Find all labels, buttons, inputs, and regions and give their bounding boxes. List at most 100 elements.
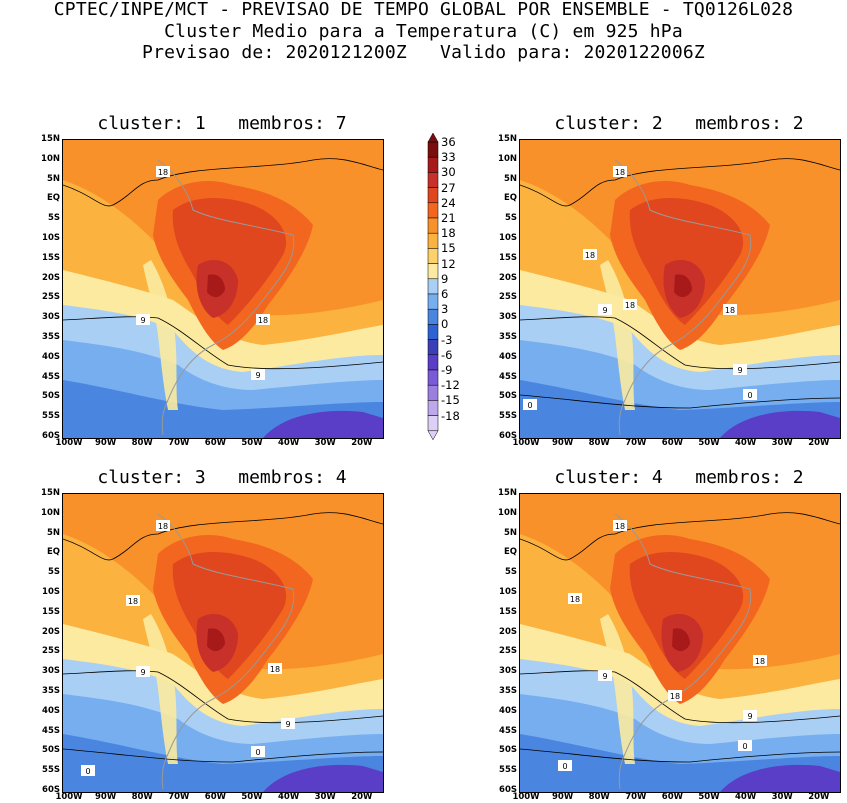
- lat-tick-label: EQ: [503, 547, 517, 558]
- colorbar-swatch: [427, 308, 439, 325]
- lon-tick-label: 80W: [131, 792, 153, 802]
- chart-subtitle: Cluster Medio para a Temperatura (C) em …: [164, 21, 683, 42]
- contour-label: 9: [737, 366, 742, 375]
- contour-label: 18: [158, 522, 168, 531]
- lat-tick-label: 15N: [41, 488, 60, 498]
- lon-tick-label: 70W: [625, 792, 647, 802]
- contour-label: 9: [140, 316, 145, 325]
- lon-tick-label: 60W: [204, 792, 226, 802]
- lat-tick-label: 5S: [504, 567, 517, 578]
- colorbar-swatch: [427, 217, 439, 234]
- forecast-dates: Previsao de: 2020121200Z Valido para: 20…: [142, 42, 705, 63]
- contour-label-bg: [156, 166, 170, 177]
- contour-label: 0: [255, 748, 260, 757]
- lon-tick-label: 80W: [588, 792, 610, 802]
- lat-tick-label: EQ: [503, 193, 517, 204]
- contour-label-bg: [251, 746, 265, 757]
- lat-tick-label: 20S: [499, 626, 517, 637]
- temperature-field: 18 9 18 9: [63, 140, 383, 438]
- lat-tick-label: 30S: [42, 666, 60, 677]
- lat-tick-label: 15N: [498, 488, 517, 498]
- lon-tick-label: 60W: [204, 438, 226, 448]
- lat-tick-label: 10S: [499, 233, 517, 243]
- lon-tick-label: 40W: [277, 792, 300, 802]
- lat-tick-label: 15S: [42, 606, 60, 617]
- lon-tick-label: 80W: [131, 438, 153, 448]
- contour-label-bg: [583, 249, 597, 260]
- lat-tick-label: 25S: [42, 292, 60, 303]
- contour-label: 9: [747, 712, 752, 721]
- lon-tick-label: 90W: [551, 438, 574, 448]
- lat-tick-label: 10N: [41, 507, 60, 518]
- lat-tick-label: 15N: [498, 134, 517, 144]
- lat-tick-label: 25S: [499, 646, 517, 657]
- lat-tick-label: EQ: [46, 193, 60, 204]
- contour-label: 0: [742, 742, 747, 751]
- lat-tick-label: 10N: [498, 507, 517, 518]
- lat-tick-label: 5N: [46, 173, 60, 184]
- lat-tick-label: 40S: [42, 705, 60, 716]
- colorbar-swatch: [427, 263, 439, 280]
- panel-2-title: cluster: 2 membros: 2: [554, 113, 804, 134]
- lat-tick-label: 5N: [46, 527, 60, 538]
- lon-tick-label: 40W: [734, 792, 757, 802]
- lat-tick-label: 55S: [42, 411, 60, 422]
- colorbar-swatch: [427, 202, 439, 219]
- colorbar-label: 15: [441, 241, 456, 256]
- lat-tick-label: 55S: [499, 411, 517, 422]
- contour-label-bg: [136, 666, 150, 677]
- colorbar-label: -18: [441, 408, 460, 423]
- lon-tick-label: 50W: [698, 792, 720, 802]
- contour-label: 18: [270, 665, 280, 674]
- temperature-field: 18 18 9 18 18 9 0 0: [520, 140, 840, 438]
- lon-tick-label: 20W: [808, 438, 830, 448]
- contour-label: 18: [128, 597, 138, 606]
- lat-tick-label: 40S: [499, 705, 517, 716]
- contour-label-bg: [598, 670, 612, 681]
- colorbar-label: 12: [441, 256, 456, 271]
- contour-label-bg: [613, 520, 627, 531]
- lat-tick-label: 30S: [42, 312, 60, 323]
- lon-tick-label: 20W: [351, 438, 373, 448]
- lat-tick-label: 5N: [503, 173, 517, 184]
- colorbar-label: 21: [441, 211, 456, 225]
- lat-tick-label: 15S: [499, 606, 517, 617]
- lat-tick-label: 30S: [499, 666, 517, 677]
- lat-tick-label: 45S: [42, 725, 60, 736]
- lat-tick-label: 40S: [42, 351, 60, 362]
- lat-tick-label: 55S: [499, 765, 517, 776]
- contour-label: 0: [747, 391, 752, 400]
- lat-tick-label: 45S: [499, 725, 517, 736]
- colorbar-swatch: [427, 415, 439, 432]
- colorbar-label: 30: [441, 165, 456, 180]
- map-panel-4: 18 18 9 18 18 9 0 0: [519, 493, 841, 793]
- lat-tick-label: 10N: [498, 153, 517, 164]
- colorbar-swatch: [427, 339, 439, 356]
- panel-4-title: cluster: 4 membros: 2: [554, 467, 804, 488]
- lat-tick-label: 15S: [499, 252, 517, 263]
- contour-label-bg: [81, 765, 95, 776]
- lat-tick-label: 10N: [41, 153, 60, 164]
- lon-tick-label: 80W: [588, 438, 610, 448]
- lon-tick-label: 70W: [168, 438, 190, 448]
- lon-tick-label: 50W: [698, 438, 720, 448]
- chart-title: CPTEC/INPE/MCT - PREVISAO DE TEMPO GLOBA…: [53, 0, 794, 20]
- contour-label-bg: [256, 314, 270, 325]
- lat-tick-label: 15S: [42, 252, 60, 263]
- contour-label: 9: [602, 672, 607, 681]
- lon-tick-label: 40W: [277, 438, 300, 448]
- contour-label-bg: [598, 304, 612, 315]
- lon-tick-label: 20W: [808, 792, 830, 802]
- lat-tick-label: 15N: [41, 134, 60, 144]
- colorbar-label: -6: [441, 347, 453, 362]
- map-panel-3: 18 18 9 18 9 0 0: [62, 493, 384, 793]
- colorbar-label: -3: [441, 332, 453, 347]
- colorbar-label: 18: [441, 226, 456, 241]
- lon-tick-label: 30W: [771, 438, 793, 448]
- colorbar-label: -15: [441, 393, 460, 408]
- colorbar-swatch: [427, 156, 439, 173]
- colorbar-label: -9: [441, 363, 453, 377]
- lat-tick-label: 35S: [499, 332, 517, 342]
- contour-label: 9: [285, 720, 290, 729]
- lat-tick-label: 50S: [42, 391, 60, 402]
